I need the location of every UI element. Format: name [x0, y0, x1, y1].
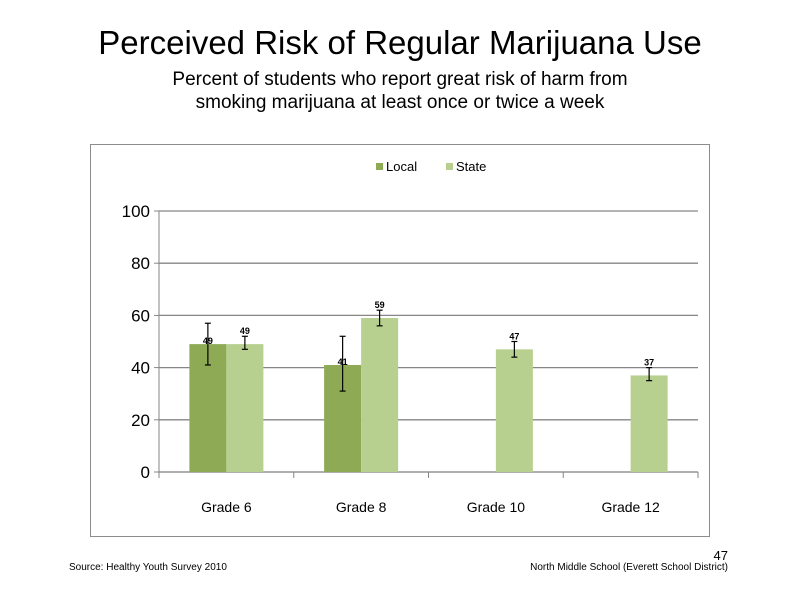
legend-label-local: Local [386, 159, 417, 174]
y-tick-label: 40 [131, 359, 150, 378]
legend-label-state: State [456, 159, 486, 174]
data-label: 49 [203, 336, 213, 346]
y-tick-label: 80 [131, 254, 150, 273]
bar-state-grade-10 [495, 349, 533, 472]
chart-frame: 0 20 40 60 80 100 49 49 Grade 6 41 59 Grade 8 47 Grad… [90, 144, 710, 537]
bar-chart: 0 20 40 60 80 100 49 49 Grade 6 41 59 Grade 8 47 Grad… [122, 159, 699, 515]
legend-swatch-state [446, 163, 453, 170]
data-label: 59 [375, 300, 385, 310]
data-label: 49 [240, 326, 250, 336]
footer-school: North Middle School (Everett School Dist… [530, 562, 728, 573]
y-tick-label: 100 [122, 202, 150, 221]
x-category-label: Grade 12 [601, 499, 660, 515]
x-category-label: Grade 8 [336, 499, 387, 515]
y-tick-label: 0 [141, 463, 150, 482]
slide-subtitle: Percent of students who report great ris… [172, 69, 628, 113]
data-label: 47 [509, 331, 519, 341]
data-label: 41 [338, 357, 348, 367]
y-tick-label: 20 [131, 411, 150, 430]
footer-source: Source: Healthy Youth Survey 2010 [69, 562, 227, 573]
slide-title: Perceived Risk of Regular Marijuana Use [98, 24, 702, 61]
bar-state-grade-6 [226, 344, 264, 472]
bar-state-grade-8 [361, 318, 399, 472]
page-number: 47 [713, 548, 728, 563]
bar-state-grade-12 [630, 375, 668, 472]
data-label: 37 [644, 357, 654, 367]
legend-swatch-local [376, 163, 383, 170]
y-tick-label: 60 [131, 306, 150, 325]
x-category-label: Grade 6 [201, 499, 252, 515]
x-category-label: Grade 10 [467, 499, 526, 515]
